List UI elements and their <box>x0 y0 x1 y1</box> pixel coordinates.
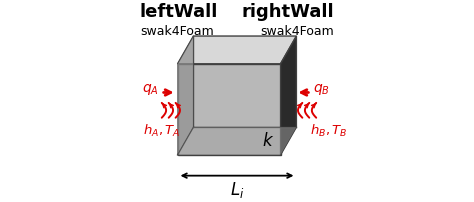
Polygon shape <box>281 37 296 155</box>
Text: swak4Foam: swak4Foam <box>260 25 334 38</box>
Polygon shape <box>178 127 296 155</box>
Text: $k$: $k$ <box>262 131 274 149</box>
Text: $q_A$: $q_A$ <box>143 82 159 97</box>
Polygon shape <box>178 37 296 64</box>
Text: rightWall: rightWall <box>241 3 334 21</box>
Text: $h_B, T_B$: $h_B, T_B$ <box>310 122 348 138</box>
Text: $L_i$: $L_i$ <box>230 179 244 199</box>
Polygon shape <box>178 37 193 155</box>
Polygon shape <box>178 64 281 155</box>
Text: $h_A, T_A$: $h_A, T_A$ <box>143 122 181 138</box>
Text: swak4Foam: swak4Foam <box>140 25 214 38</box>
Text: $q_B$: $q_B$ <box>313 82 329 97</box>
Text: leftWall: leftWall <box>140 3 219 21</box>
